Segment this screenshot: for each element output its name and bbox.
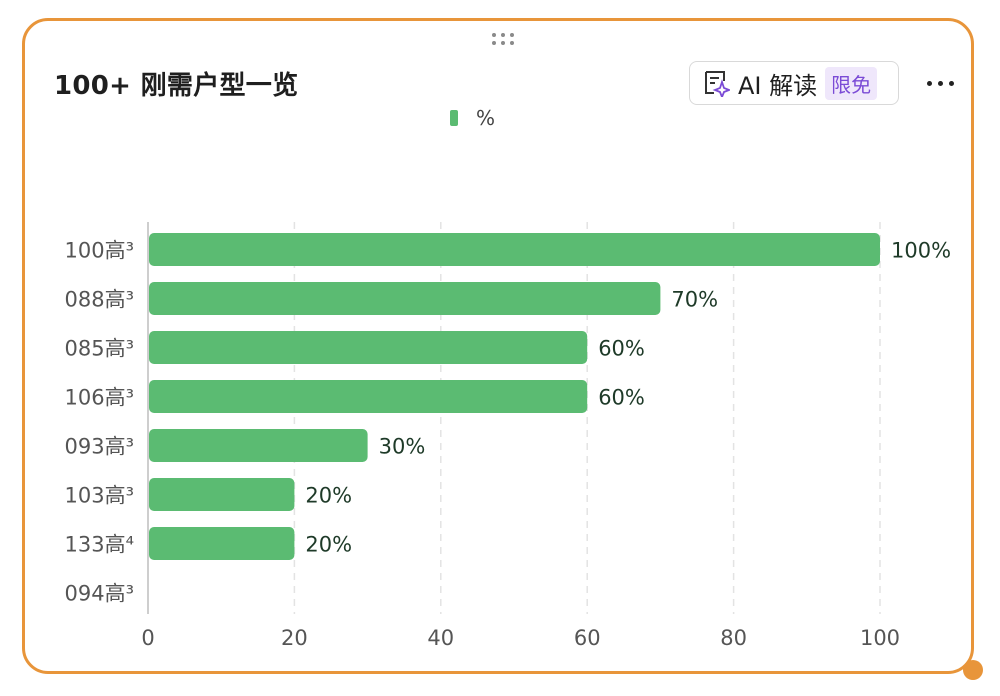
data-label: 70% xyxy=(671,288,718,312)
ai-interpret-button[interactable]: AI 解读 限免 xyxy=(689,61,899,105)
card-title: 100+ 刚需户型一览 xyxy=(54,71,299,101)
x-tick-label: 20 xyxy=(281,626,308,650)
y-category-label: 103高³ xyxy=(64,484,134,508)
y-category-label: 133高⁴ xyxy=(64,533,134,557)
x-tick-label: 0 xyxy=(141,626,154,650)
bar xyxy=(149,527,295,560)
x-tick-label: 40 xyxy=(427,626,454,650)
x-tick-label: 100 xyxy=(860,626,900,650)
data-label: 60% xyxy=(598,386,645,410)
ai-interpret-label: AI 解读 xyxy=(738,71,818,100)
bar xyxy=(149,429,368,462)
bar xyxy=(149,233,880,266)
legend-swatch xyxy=(450,110,458,126)
data-label: 20% xyxy=(305,484,352,508)
y-category-label: 093高³ xyxy=(64,435,134,459)
more-horizontal-icon[interactable] xyxy=(921,71,961,95)
data-label: 100% xyxy=(891,239,951,263)
data-label: 30% xyxy=(379,435,426,459)
x-tick-label: 80 xyxy=(720,626,747,650)
y-category-label: 100高³ xyxy=(64,239,134,263)
resize-handle[interactable] xyxy=(963,660,983,680)
y-category-label: 094高³ xyxy=(64,582,134,606)
chart-legend[interactable]: % xyxy=(450,106,495,130)
ai-sparkle-icon xyxy=(705,71,730,97)
bar xyxy=(149,282,661,315)
y-category-label: 088高³ xyxy=(64,288,134,312)
y-category-label: 085高³ xyxy=(64,337,134,361)
bar xyxy=(149,380,588,413)
y-category-label: 106高³ xyxy=(64,386,134,410)
data-label: 60% xyxy=(598,337,645,361)
free-badge: 限免 xyxy=(825,66,878,100)
bar xyxy=(149,478,295,511)
drag-handle-icon[interactable] xyxy=(492,33,516,47)
legend-label: % xyxy=(476,106,496,130)
bar xyxy=(149,331,588,364)
data-label: 20% xyxy=(305,533,352,557)
x-tick-label: 60 xyxy=(574,626,601,650)
